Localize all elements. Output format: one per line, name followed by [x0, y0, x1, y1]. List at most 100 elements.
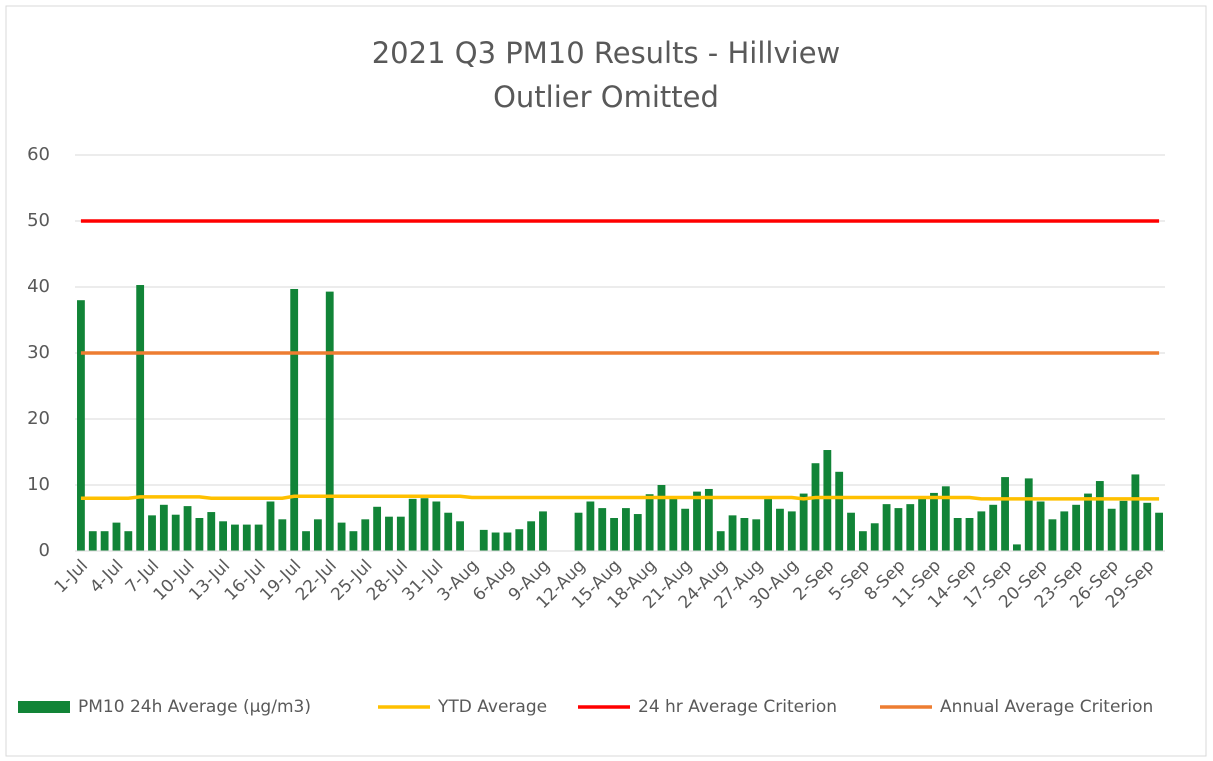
bar [941, 486, 950, 551]
y-tick-label: 60 [27, 144, 50, 165]
bar [1072, 504, 1081, 551]
bar [100, 531, 109, 551]
bar [207, 512, 216, 551]
bar [1095, 481, 1104, 551]
y-tick-label: 20 [27, 408, 50, 429]
bar [764, 498, 773, 551]
bar [313, 519, 322, 551]
bar [870, 523, 879, 551]
bar [373, 506, 382, 551]
bar [622, 508, 630, 551]
bar [1024, 478, 1033, 551]
bar [823, 450, 832, 551]
bar [574, 512, 583, 551]
bar [77, 300, 85, 551]
bar [396, 516, 405, 551]
bar [953, 518, 962, 551]
bar [148, 515, 156, 551]
bar [965, 518, 974, 551]
bar [728, 515, 737, 551]
bar [290, 288, 299, 551]
bar [847, 512, 855, 551]
bar [930, 492, 938, 551]
line [80, 494, 1160, 501]
bar [112, 522, 121, 551]
chart-subtitle: Outlier Omitted [493, 80, 719, 114]
bar [88, 531, 97, 551]
bar [669, 498, 678, 551]
bar [124, 531, 133, 551]
bar [716, 531, 725, 551]
bar [278, 519, 287, 551]
bar [456, 521, 464, 551]
bar [195, 518, 204, 551]
bar [349, 531, 358, 551]
bar [302, 531, 310, 551]
bar [539, 511, 547, 551]
bar [231, 524, 239, 551]
bar [1155, 512, 1163, 551]
bar [385, 516, 393, 551]
bar [645, 494, 654, 551]
legend-label: PM10 24h Average (µg/m3) [78, 697, 311, 717]
bar [159, 504, 168, 551]
bar [1001, 477, 1009, 551]
bar [266, 501, 275, 551]
chart-title: 2021 Q3 PM10 Results - Hillview [372, 36, 841, 70]
bar [906, 504, 915, 551]
bar [918, 498, 927, 551]
bar [740, 518, 749, 551]
bar [420, 498, 429, 551]
bar [242, 524, 251, 551]
bar [704, 488, 713, 551]
bar [1107, 508, 1116, 551]
bar [1060, 511, 1069, 551]
bar [1143, 502, 1152, 551]
bar [219, 521, 228, 551]
bar [882, 504, 891, 551]
y-tick-label: 50 [27, 210, 50, 231]
bar [136, 285, 145, 551]
bar [776, 508, 784, 551]
y-tick-label: 40 [27, 276, 50, 297]
y-tick-label: 10 [27, 474, 50, 495]
chart-border [5, 5, 1207, 757]
bar [894, 508, 903, 551]
bar [444, 512, 453, 551]
bar [693, 491, 701, 551]
bar [432, 501, 441, 551]
y-tick-label: 0 [39, 540, 50, 561]
bar [1119, 500, 1128, 551]
bar [811, 463, 820, 551]
bar [858, 531, 867, 551]
bar [681, 508, 690, 551]
bar [799, 493, 808, 551]
bar [337, 522, 346, 551]
bar [361, 519, 370, 551]
bar [1036, 501, 1045, 551]
bar [183, 506, 192, 551]
bar [610, 518, 618, 551]
bar [1131, 474, 1140, 551]
bar [752, 519, 761, 551]
bar [491, 532, 500, 551]
bar [586, 501, 595, 551]
y-tick-label: 30 [27, 342, 50, 363]
bar [1012, 544, 1021, 551]
bar [989, 504, 998, 551]
legend-label: Annual Average Criterion [940, 697, 1153, 717]
bar [1048, 519, 1057, 551]
legend-label: YTD Average [437, 697, 547, 717]
bar [977, 511, 986, 551]
bar [254, 524, 263, 551]
bar [633, 514, 642, 551]
bar [1084, 493, 1092, 551]
bar [479, 529, 488, 551]
bar [171, 514, 180, 551]
bar [835, 471, 844, 551]
bar [503, 532, 512, 551]
bar [598, 508, 607, 551]
bar [325, 291, 334, 551]
